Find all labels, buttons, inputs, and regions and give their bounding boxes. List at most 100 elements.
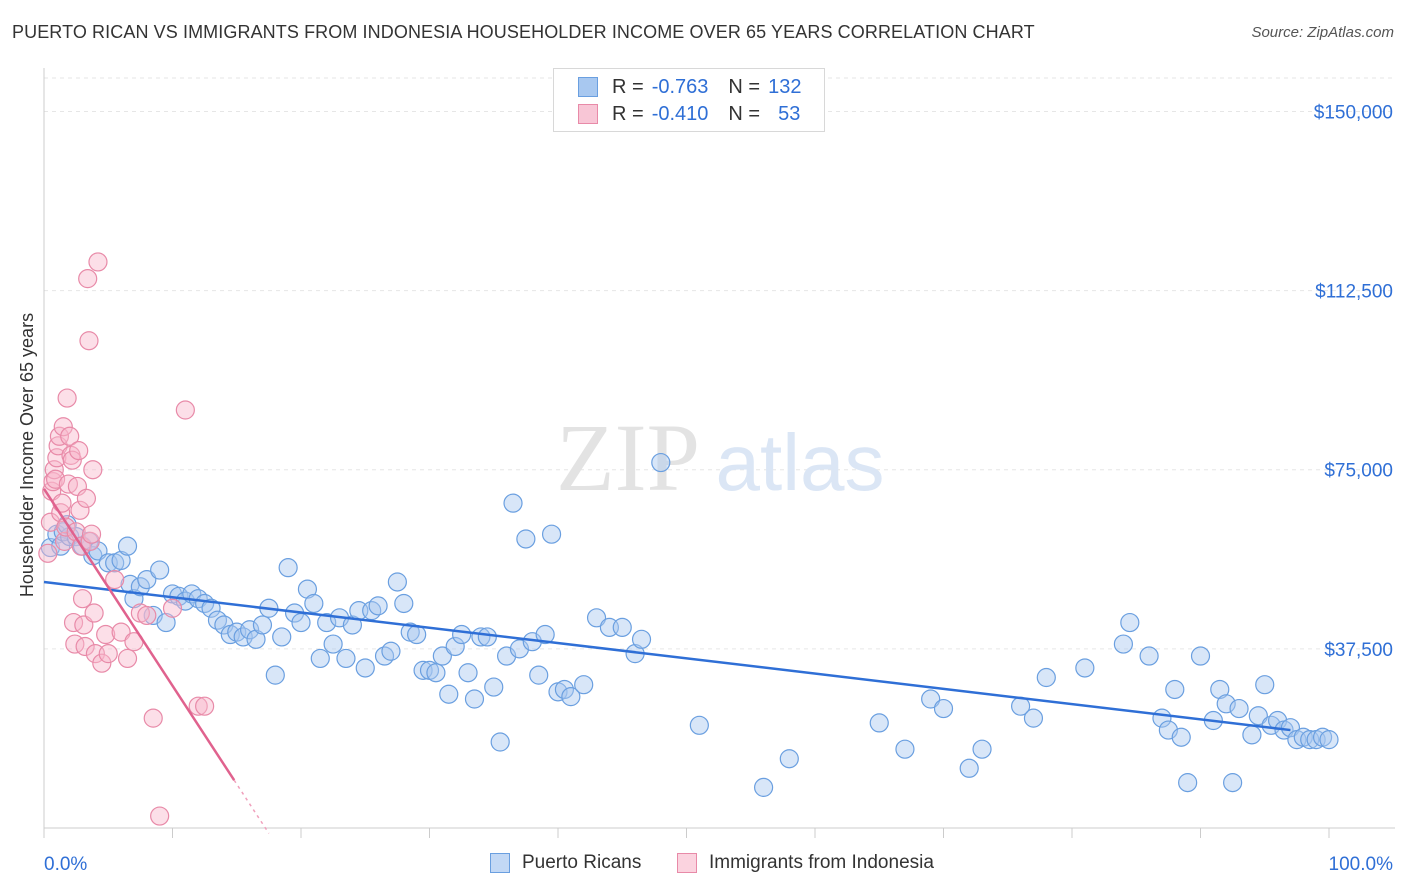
data-point-indonesia <box>188 696 208 716</box>
data-point-puerto-rican <box>240 620 260 640</box>
legend-swatch-blue <box>490 853 510 873</box>
data-point-indonesia <box>69 441 89 461</box>
data-point-puerto-rican <box>458 663 478 683</box>
data-point-indonesia <box>79 331 99 351</box>
data-point-puerto-rican <box>1229 698 1249 719</box>
data-point-indonesia <box>62 450 82 470</box>
legend-r-label: R = <box>612 75 644 98</box>
gridlines <box>44 77 1395 650</box>
data-point-indonesia <box>111 622 131 642</box>
data-point-indonesia <box>57 388 77 408</box>
data-point-puerto-rican <box>554 679 575 700</box>
data-point-puerto-rican <box>516 529 536 549</box>
data-point-puerto-rican <box>1139 646 1159 666</box>
data-point-indonesia <box>38 543 58 563</box>
data-point-indonesia <box>52 493 72 513</box>
data-point-indonesia <box>162 598 183 618</box>
data-point-puerto-rican <box>1171 727 1191 747</box>
trend-lines <box>42 488 1291 834</box>
trend-line-indonesia <box>42 488 236 781</box>
legend-r-value: -0.763 <box>651 75 709 98</box>
data-point-puerto-rican <box>869 713 889 733</box>
data-point-indonesia <box>70 500 90 520</box>
watermark-zip: ZIP <box>556 404 700 511</box>
data-point-indonesia <box>76 488 97 508</box>
legend-item-puerto-ricans[interactable]: Puerto Ricans <box>490 852 641 874</box>
data-point-puerto-rican <box>490 732 510 752</box>
axes <box>43 68 1395 838</box>
y-tick-label: $112,500 <box>1315 282 1393 303</box>
legend-label-indonesia: Immigrants from Indonesia <box>709 852 934 873</box>
data-point-puerto-rican <box>1036 667 1056 688</box>
legend-swatch-blue <box>578 77 598 97</box>
legend-item-indonesia[interactable]: Immigrants from Indonesia <box>677 852 934 874</box>
data-point-puerto-rican <box>1190 646 1211 666</box>
data-point-puerto-rican <box>561 687 581 707</box>
data-point-puerto-rican <box>130 577 150 597</box>
legend-n-value: 53 <box>778 102 801 125</box>
chart-title: PUERTO RICAN VS IMMIGRANTS FROM INDONESI… <box>12 22 1035 42</box>
data-point-puerto-rican <box>1178 773 1198 793</box>
x-tick-label: 0.0% <box>44 854 87 875</box>
data-point-puerto-rican <box>586 608 607 628</box>
data-point-puerto-rican <box>111 550 131 571</box>
data-point-puerto-rican <box>336 648 356 669</box>
data-point-puerto-rican <box>1075 658 1095 678</box>
data-point-puerto-rican <box>323 634 343 654</box>
data-point-puerto-rican <box>265 665 285 685</box>
data-point-indonesia <box>60 426 80 446</box>
data-point-indonesia <box>75 636 95 657</box>
data-point-indonesia <box>66 522 86 542</box>
legend-n-label: N = <box>728 102 761 125</box>
data-point-puerto-rican <box>895 739 915 759</box>
legend-r-label: R = <box>612 102 644 125</box>
data-point-indonesia <box>143 708 163 728</box>
legend-n-value: 132 <box>768 75 802 98</box>
legend-label-puerto-ricans: Puerto Ricans <box>522 852 642 873</box>
data-point-puerto-rican <box>150 560 170 580</box>
data-point-puerto-rican <box>1210 679 1230 700</box>
data-point-indonesia <box>150 806 170 826</box>
data-point-puerto-rican <box>484 677 504 697</box>
legend-row-indonesia: R = -0.410 N = 53 <box>578 102 800 126</box>
data-point-puerto-rican <box>1165 679 1185 700</box>
data-point-puerto-rican <box>201 598 221 618</box>
y-axis-title: Householder Income Over 65 years <box>17 313 37 597</box>
data-point-indonesia <box>53 417 73 437</box>
data-point-puerto-rican <box>1113 634 1134 654</box>
data-point-puerto-rican <box>246 629 266 649</box>
data-point-indonesia <box>88 252 108 272</box>
data-point-indonesia <box>56 517 76 537</box>
data-point-puerto-rican <box>477 627 497 647</box>
data-point-puerto-rican <box>1280 718 1301 738</box>
data-point-indonesia <box>137 605 157 626</box>
data-point-puerto-rican <box>1120 612 1140 633</box>
data-point-indonesia <box>78 269 98 289</box>
data-point-puerto-rican <box>381 641 401 661</box>
data-point-puerto-rican <box>272 627 292 647</box>
data-point-puerto-rican <box>921 689 941 709</box>
data-point-puerto-rican <box>278 558 298 578</box>
data-point-puerto-rican <box>137 569 157 590</box>
data-point-puerto-rican <box>252 615 273 635</box>
data-point-puerto-rican <box>689 715 709 735</box>
data-point-puerto-rican <box>1248 706 1268 726</box>
data-point-indonesia <box>96 624 116 645</box>
data-point-puerto-rican <box>959 758 979 778</box>
data-point-puerto-rican <box>1255 675 1275 695</box>
data-point-indonesia <box>117 648 138 669</box>
watermark-atlas: atlas <box>716 418 885 507</box>
data-point-puerto-rican <box>651 452 671 473</box>
series-legend: Puerto Ricans Immigrants from Indonesia <box>0 852 1406 878</box>
data-point-puerto-rican <box>432 646 452 666</box>
data-point-indonesia <box>92 653 112 673</box>
data-point-puerto-rican <box>574 675 594 695</box>
y-tick-label: $75,000 <box>1324 461 1393 482</box>
data-point-puerto-rican <box>342 615 362 635</box>
data-point-puerto-rican <box>535 624 555 645</box>
data-point-indonesia <box>49 426 70 446</box>
data-point-puerto-rican <box>304 593 324 614</box>
data-point-indonesia <box>80 531 100 551</box>
data-point-puerto-rican <box>753 777 774 797</box>
data-point-puerto-rican <box>972 739 992 759</box>
